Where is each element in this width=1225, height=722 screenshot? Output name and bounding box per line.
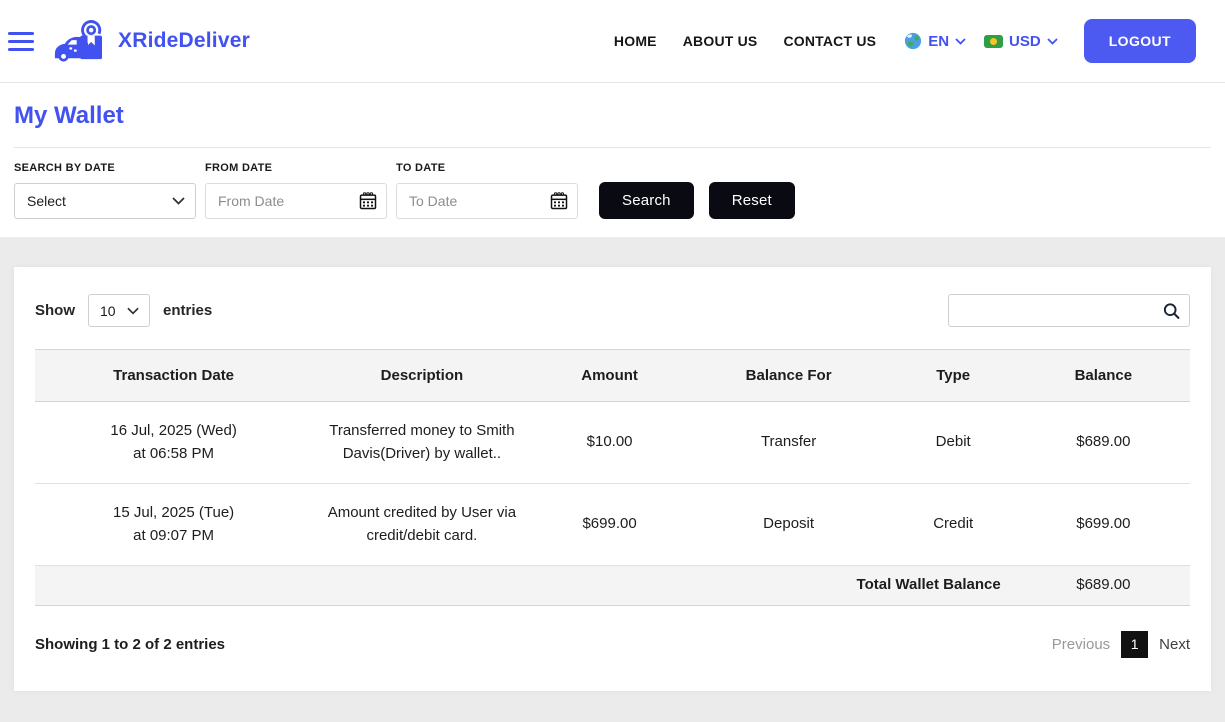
cell-balance-for: Transfer xyxy=(687,401,890,484)
header-balance-for[interactable]: Balance For xyxy=(687,349,890,402)
nav-about-us[interactable]: ABOUT US xyxy=(682,33,758,49)
divider xyxy=(14,147,1211,148)
chevron-down-icon xyxy=(1047,37,1058,45)
table-search-input[interactable] xyxy=(948,294,1190,327)
header-type[interactable]: Type xyxy=(889,349,1017,402)
total-balance-row: Total Wallet Balance $689.00 xyxy=(35,565,1190,606)
entries-label: entries xyxy=(163,302,213,319)
pagination-next[interactable]: Next xyxy=(1159,635,1190,653)
language-picker[interactable]: EN xyxy=(904,32,966,50)
globe-icon xyxy=(904,32,922,50)
cell-balance-for: Deposit xyxy=(687,483,890,566)
transactions-table: Transaction Date Description Amount Bala… xyxy=(35,349,1190,606)
search-icon[interactable] xyxy=(1162,301,1181,320)
to-date-label: TO DATE xyxy=(396,162,446,174)
calendar-icon[interactable] xyxy=(549,191,569,211)
filters-section: My Wallet SEARCH BY DATE Select FROM DAT… xyxy=(0,83,1225,237)
calendar-icon[interactable] xyxy=(358,191,378,211)
reset-button[interactable]: Reset xyxy=(708,182,795,219)
header-amount[interactable]: Amount xyxy=(531,349,688,402)
total-wallet-balance-label: Total Wallet Balance xyxy=(35,565,1017,606)
cell-amount: $699.00 xyxy=(531,483,688,566)
cell-description: Amount credited by User via credit/debit… xyxy=(312,483,532,566)
chevron-down-icon xyxy=(955,37,966,45)
search-by-date-label: SEARCH BY DATE xyxy=(14,162,115,174)
brand-name: XRideDeliver xyxy=(118,29,250,52)
menu-icon[interactable] xyxy=(8,31,34,51)
show-label: Show xyxy=(35,302,75,319)
table-row: 16 Jul, 2025 (Wed) at 06:58 PM Transferr… xyxy=(35,401,1190,484)
from-date-label: FROM DATE xyxy=(205,162,273,174)
nav-contact-us[interactable]: CONTACT US xyxy=(783,33,877,49)
search-by-date-select[interactable]: Select xyxy=(14,183,196,219)
truck-package-logo-icon xyxy=(54,19,112,63)
pagination-previous[interactable]: Previous xyxy=(1051,635,1111,653)
top-header: XRideDeliver HOME ABOUT US CONTACT US EN… xyxy=(0,0,1225,83)
header-description[interactable]: Description xyxy=(312,349,532,402)
currency-picker[interactable]: USD xyxy=(984,33,1058,50)
page-title: My Wallet xyxy=(14,102,124,129)
nav-home[interactable]: HOME xyxy=(613,33,657,49)
cell-transaction-date: 15 Jul, 2025 (Tue) at 09:07 PM xyxy=(35,483,313,566)
search-button[interactable]: Search xyxy=(599,182,694,219)
language-value: EN xyxy=(928,32,950,50)
wallet-card: Show 10 entries Transaction Date D xyxy=(14,267,1211,691)
cell-type: Debit xyxy=(889,401,1017,484)
cell-amount: $10.00 xyxy=(531,401,688,484)
page-size-select[interactable]: 10 xyxy=(88,294,150,327)
cell-type: Credit xyxy=(889,483,1017,566)
header-transaction-date[interactable]: Transaction Date xyxy=(35,349,313,402)
main-nav: HOME ABOUT US CONTACT US xyxy=(614,33,876,49)
entries-summary: Showing 1 to 2 of 2 entries xyxy=(35,635,226,653)
total-wallet-balance-value: $689.00 xyxy=(1016,565,1190,606)
header-balance[interactable]: Balance xyxy=(1016,349,1190,402)
from-date-input[interactable] xyxy=(205,183,387,219)
cell-balance: $699.00 xyxy=(1016,483,1190,566)
currency-flag-icon xyxy=(984,34,1004,48)
to-date-input[interactable] xyxy=(396,183,578,219)
pagination-page-1[interactable]: 1 xyxy=(1121,630,1149,658)
pagination: Previous 1 Next xyxy=(1051,630,1190,658)
currency-value: USD xyxy=(1009,32,1041,50)
cell-description: Transferred money to Smith Davis(Driver)… xyxy=(312,401,532,484)
cell-transaction-date: 16 Jul, 2025 (Wed) at 06:58 PM xyxy=(35,401,313,484)
table-row: 15 Jul, 2025 (Tue) at 09:07 PM Amount cr… xyxy=(35,483,1190,566)
table-header-row: Transaction Date Description Amount Bala… xyxy=(35,349,1190,402)
cell-balance: $689.00 xyxy=(1016,401,1190,484)
brand-logo[interactable]: XRideDeliver xyxy=(54,19,250,63)
logout-button[interactable]: LOGOUT xyxy=(1083,19,1196,63)
